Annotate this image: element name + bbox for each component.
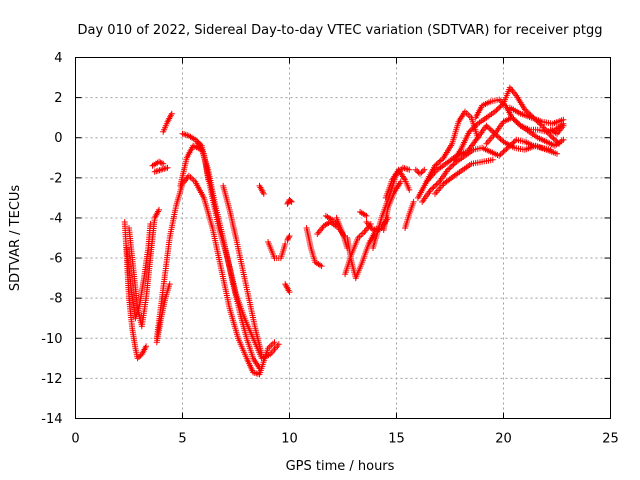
series-arc-o	[284, 196, 295, 207]
x-axis-label: GPS time / hours	[286, 459, 395, 474]
plus-marker-trace	[432, 156, 496, 197]
plus-marker-trace	[402, 198, 417, 231]
plus-marker-trace	[282, 281, 293, 296]
plot-frame	[75, 57, 611, 419]
series-arc-ab	[382, 166, 413, 201]
plus-marker-trace	[357, 208, 370, 219]
plus-marker-trace	[126, 206, 162, 330]
x-tick-label: 15	[388, 432, 405, 447]
series-arc-ac	[412, 166, 428, 177]
series-arc-am	[547, 122, 567, 137]
y-tick-label: 2	[54, 91, 62, 106]
series-arc-h	[153, 172, 278, 378]
grid	[75, 57, 611, 419]
plus-marker-trace	[256, 182, 267, 197]
y-tick-label: -10	[41, 332, 62, 347]
series-arc-e	[149, 158, 167, 169]
series-arc-l	[220, 182, 265, 358]
chart-title: Day 010 of 2022, Sidereal Day-to-day VTE…	[78, 23, 603, 38]
series-arc-m	[256, 182, 267, 197]
series-arc-ad	[402, 198, 417, 231]
series-arc-f	[151, 164, 171, 175]
x-tick-label: 25	[602, 432, 619, 447]
plus-marker-trace	[265, 239, 289, 262]
x-tick-label: 0	[71, 432, 79, 447]
series-arc-g	[160, 110, 175, 135]
series-arc-ah	[432, 156, 496, 197]
data-points	[121, 84, 567, 378]
series-arc-q	[284, 233, 293, 243]
plus-marker-trace	[151, 164, 171, 175]
series-arc-a	[121, 219, 150, 362]
y-tick-label: -14	[41, 412, 62, 427]
series-arc-b	[126, 206, 162, 330]
plus-marker-trace	[284, 196, 295, 207]
series-arc-r	[303, 225, 325, 270]
series-arc-aa	[380, 178, 404, 233]
plus-marker-trace	[220, 182, 265, 358]
y-tick-label: -4	[50, 211, 63, 226]
y-axis-label: SDTVAR / TECUs	[8, 185, 23, 292]
plus-marker-trace	[547, 122, 567, 137]
series-arc-al	[506, 104, 567, 127]
plus-marker-trace	[506, 104, 567, 127]
series-arc-c	[123, 221, 154, 322]
series-arc-ae	[414, 108, 481, 201]
series-arc-w	[333, 214, 351, 251]
plus-marker-trace	[303, 225, 325, 270]
series-arc-v	[342, 221, 374, 278]
plus-marker-trace	[153, 172, 278, 378]
plus-marker-trace	[333, 214, 351, 251]
plus-marker-trace	[123, 221, 154, 322]
plus-marker-trace	[380, 178, 404, 233]
y-tick-label: 4	[54, 51, 62, 66]
y-tick-label: -2	[50, 171, 63, 186]
plus-marker-trace	[121, 219, 150, 362]
series-arc-p	[282, 281, 293, 296]
plus-marker-trace	[412, 166, 428, 177]
x-tick-label: 10	[281, 432, 298, 447]
y-tick-label: -8	[50, 292, 63, 307]
x-tick-label: 5	[178, 432, 186, 447]
y-tick-label: -6	[50, 252, 63, 267]
plus-marker-trace	[160, 110, 175, 135]
plus-marker-trace	[284, 233, 293, 243]
y-tick-label: 0	[54, 131, 62, 146]
y-tick-label: -12	[41, 372, 62, 387]
series-arc-y	[357, 208, 370, 219]
series-arc-n	[265, 239, 289, 262]
plus-marker-trace	[342, 221, 374, 278]
plus-marker-trace	[382, 166, 413, 201]
plus-marker-trace	[149, 158, 167, 169]
x-tick-label: 20	[495, 432, 512, 447]
plus-marker-trace	[414, 108, 481, 201]
